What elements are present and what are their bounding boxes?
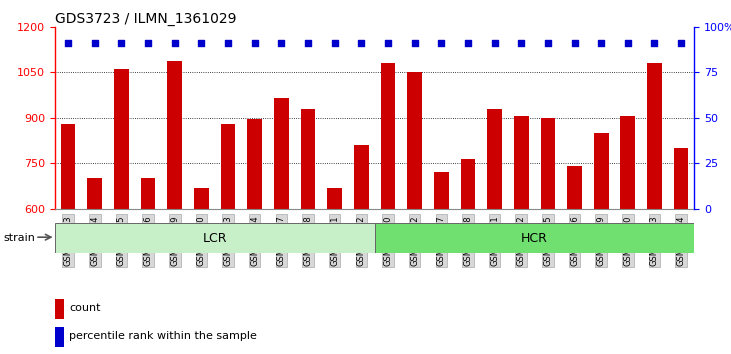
Bar — [407, 72, 422, 209]
Point — [355, 40, 367, 46]
Point — [569, 40, 580, 46]
Bar — [514, 116, 529, 209]
Bar — [194, 188, 209, 209]
Point — [196, 40, 208, 46]
Point — [249, 40, 260, 46]
Point — [595, 40, 607, 46]
Bar — [434, 172, 449, 209]
Point — [329, 40, 341, 46]
Point — [489, 40, 501, 46]
Bar — [594, 133, 608, 209]
Bar — [55, 223, 374, 253]
Point — [462, 40, 474, 46]
Bar — [621, 116, 635, 209]
Text: strain: strain — [4, 233, 36, 243]
Bar — [300, 109, 315, 209]
Point — [302, 40, 314, 46]
Point — [622, 40, 634, 46]
Bar — [567, 166, 582, 209]
Bar — [647, 63, 662, 209]
Point — [89, 40, 101, 46]
Point — [143, 40, 154, 46]
Point — [169, 40, 181, 46]
Bar — [374, 223, 694, 253]
Point — [382, 40, 394, 46]
Bar — [274, 98, 289, 209]
Text: HCR: HCR — [521, 232, 548, 245]
Bar — [540, 118, 556, 209]
Bar — [381, 63, 395, 209]
Bar — [461, 159, 475, 209]
Point — [436, 40, 447, 46]
Text: GDS3723 / ILMN_1361029: GDS3723 / ILMN_1361029 — [55, 12, 236, 25]
Point — [409, 40, 420, 46]
Point — [675, 40, 687, 46]
Bar — [327, 188, 342, 209]
Point — [515, 40, 527, 46]
Bar — [141, 178, 156, 209]
Bar — [114, 69, 129, 209]
Bar — [88, 178, 102, 209]
Bar — [61, 124, 75, 209]
Point — [648, 40, 660, 46]
Point — [222, 40, 234, 46]
Bar — [674, 148, 689, 209]
Point — [115, 40, 127, 46]
Bar — [354, 145, 368, 209]
Bar — [488, 109, 502, 209]
Text: LCR: LCR — [202, 232, 227, 245]
Point — [276, 40, 287, 46]
Bar — [247, 119, 262, 209]
Bar — [221, 124, 235, 209]
Text: percentile rank within the sample: percentile rank within the sample — [69, 331, 257, 341]
Bar — [167, 62, 182, 209]
Point — [62, 40, 74, 46]
Text: count: count — [69, 303, 101, 313]
Point — [542, 40, 553, 46]
